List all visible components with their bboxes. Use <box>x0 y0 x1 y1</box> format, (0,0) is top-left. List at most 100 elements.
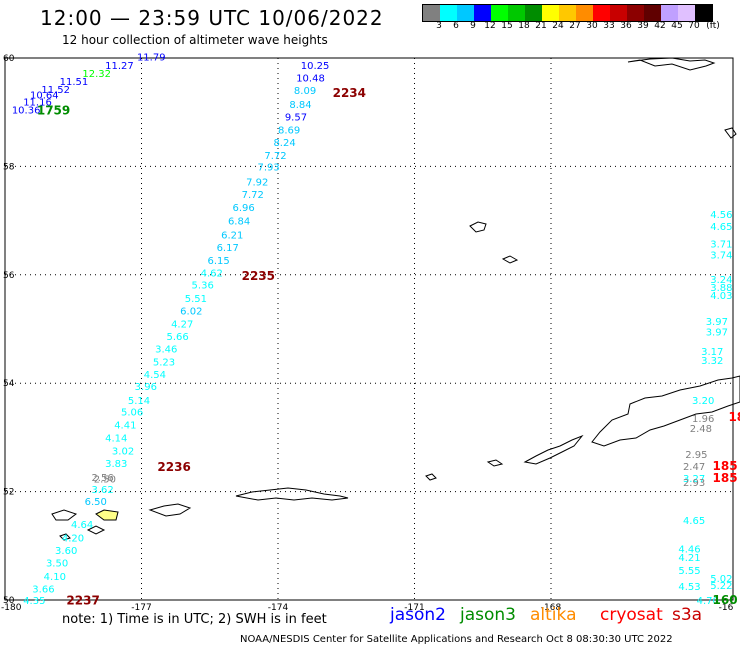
swh-value-label: 3.71 <box>710 240 732 251</box>
map-title: 12:00 — 23:59 UTC 10/06/2022 <box>40 6 384 30</box>
swh-value-label: 3.74 <box>710 251 732 262</box>
swh-value-label: 5.14 <box>128 396 150 407</box>
attu-yellow <box>95 509 119 521</box>
swh-value-label: 3.17 <box>701 347 723 358</box>
swh-value-label: 7.93 <box>258 163 280 174</box>
swh-value-label: 4.20 <box>62 533 84 544</box>
legend-altika: altika <box>530 605 577 625</box>
pass-time-label: 18 <box>728 410 740 424</box>
swh-value-label: 2.95 <box>685 450 707 461</box>
swh-value-label: 4.35 <box>23 596 45 607</box>
swh-value-label: 3.24 <box>710 275 732 286</box>
colorbar-label: 12 <box>484 21 496 31</box>
swh-value-label: 3.62 <box>91 485 113 496</box>
colorbar-swatch <box>474 5 491 21</box>
swh-values: 11.7911.2712.3211.5111.5210.6411.1610.36… <box>12 53 733 607</box>
swh-value-label: 5.22 <box>710 581 732 592</box>
swh-value-label: 9.57 <box>285 112 307 123</box>
colorbar-swatch <box>627 5 644 21</box>
swh-value-label: 5.66 <box>167 332 189 343</box>
colorbar-swatch <box>644 5 661 21</box>
colorbar-swatch <box>695 5 712 21</box>
swh-value-label: 3.27 <box>683 474 705 485</box>
swh-value-label: 6.21 <box>221 230 243 241</box>
swh-value-label: 3.66 <box>32 584 54 595</box>
legend-s3a: s3a <box>672 605 703 625</box>
swh-value-label: 8.69 <box>278 125 300 136</box>
swh-value-label: 6.84 <box>228 216 250 227</box>
lon-tick-label: -177 <box>131 603 151 613</box>
swh-value-label: 3.32 <box>701 356 723 367</box>
pass-time-label: 1759 <box>37 103 70 117</box>
swh-value-label: 3.97 <box>706 317 728 328</box>
pribilof-island-1 <box>469 221 487 233</box>
swh-value-label: 11.51 <box>60 77 89 88</box>
colorbar-swatch <box>593 5 610 21</box>
lat-lon-grid <box>4 57 734 601</box>
lon-tick-label: -16 <box>719 603 734 613</box>
swh-value-label: 4.65 <box>710 222 732 233</box>
swh-value-label: 7.72 <box>242 190 264 201</box>
swh-value-label: 4.70 <box>697 596 719 607</box>
colorbar-label: 24 <box>552 21 564 31</box>
colorbar-label: 70 <box>688 21 700 31</box>
swh-value-label: 4.54 <box>144 370 166 381</box>
swh-value-label: 10.36 <box>12 105 41 116</box>
coastline <box>51 57 740 541</box>
swh-value-label: 4.27 <box>171 319 193 330</box>
colorbar-swatch <box>661 5 678 21</box>
swh-value-label: 10.48 <box>296 73 325 84</box>
legend-cryosat: cryosat <box>600 605 663 625</box>
colorbar-swatch <box>610 5 627 21</box>
pass-time-label: 2236 <box>157 460 190 474</box>
colorbar-label: 33 <box>603 21 615 31</box>
colorbar-swatch <box>491 5 508 21</box>
swh-value-label: 2.93 <box>683 478 705 489</box>
lon-tick-label: -171 <box>404 603 424 613</box>
lat-tick-label: 54 <box>3 379 15 389</box>
swh-value-label: 4.10 <box>44 572 66 583</box>
nunivak-island <box>724 127 737 139</box>
swh-value-label: 4.46 <box>678 544 700 555</box>
fox-island-small <box>486 459 504 467</box>
swh-value-label: 11.27 <box>105 61 134 72</box>
swh-value-label: 2.50 <box>94 474 116 485</box>
lon-tick-label: -168 <box>541 603 562 613</box>
colorbar-label: 36 <box>620 21 632 31</box>
swh-value-label: 5.06 <box>121 408 143 419</box>
swh-value-label: 12.32 <box>82 69 111 80</box>
unimak-fox-islands <box>523 434 584 465</box>
axis-tick-labels: 60 58 56 54 52 50-180 -177 -174 -171 -168 -16 <box>1 54 734 613</box>
pribilof-island-2 <box>501 255 519 264</box>
swh-value-label: 2.47 <box>683 462 705 473</box>
swh-value-label: 1.96 <box>692 414 714 425</box>
swh-value-label: 3.83 <box>105 459 127 470</box>
swh-value-label: 6.15 <box>207 256 229 267</box>
swh-value-label: 3.20 <box>692 396 714 407</box>
swh-value-label: 6.02 <box>180 306 202 317</box>
lon-tick-label: -180 <box>1 603 22 613</box>
colorbar-label: 6 <box>453 21 459 31</box>
pass-time-label: 185 <box>713 471 738 485</box>
swh-value-label: 3.02 <box>112 447 134 458</box>
colorbar-label: 42 <box>654 21 666 31</box>
colorbar-label: 18 <box>518 21 530 31</box>
swh-value-label: 4.14 <box>105 434 127 445</box>
colorbar-label: 30 <box>586 21 598 31</box>
colorbar-label: 45 <box>671 21 683 31</box>
colorbar-swatch <box>508 5 525 21</box>
swh-value-label: 3.88 <box>710 283 732 294</box>
swh-value-label: 2.56 <box>91 473 113 484</box>
islands-of-four-mountains <box>425 473 437 481</box>
colorbar-swatch <box>559 5 576 21</box>
andreanof-islands <box>235 487 349 501</box>
colorbar-label: 39 <box>637 21 649 31</box>
lat-tick-label: 60 <box>3 54 15 64</box>
lat-tick-label: 52 <box>3 488 14 498</box>
swh-value-label: 3.96 <box>135 382 157 393</box>
colorbar-swatch <box>525 5 542 21</box>
swh-value-label: 6.17 <box>217 243 239 254</box>
swh-value-label: 10.64 <box>30 91 59 102</box>
swh-value-label: 4.41 <box>114 421 136 432</box>
